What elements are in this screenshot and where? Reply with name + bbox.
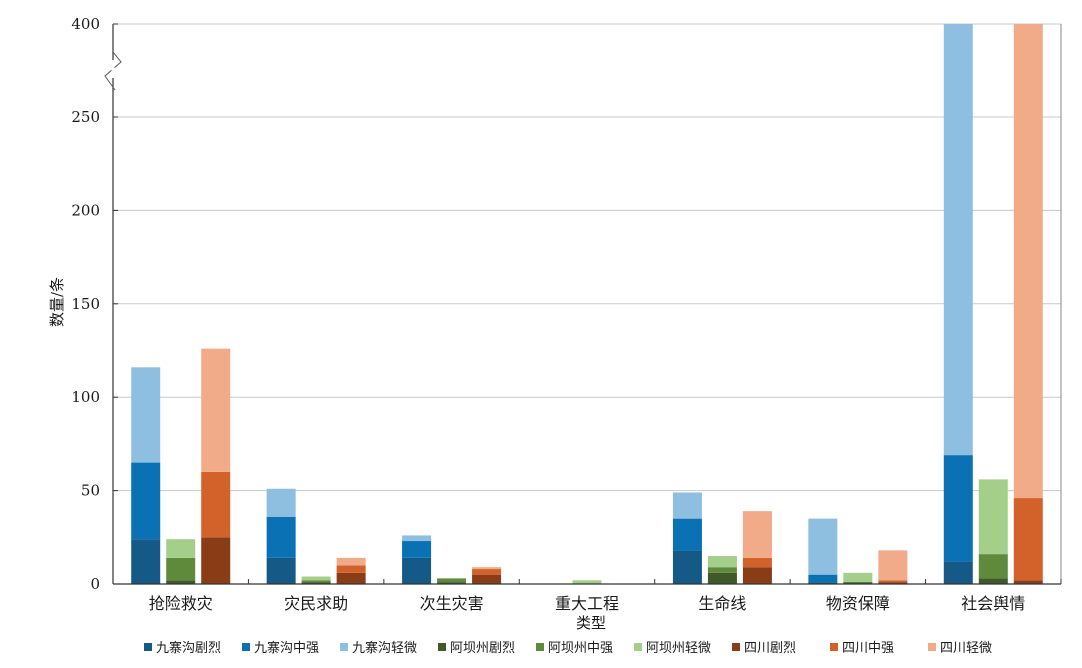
bar-segment xyxy=(943,561,973,584)
bar-segment xyxy=(843,572,873,583)
bar-segment xyxy=(266,488,296,517)
legend-swatch xyxy=(928,643,936,651)
x-category-labels: 抢险救灾 灾民求助 次生灾害 重大工程 生命线 物资保障 社会舆情 xyxy=(149,594,1026,613)
legend-swatch xyxy=(438,643,446,651)
bar-segment xyxy=(742,567,772,584)
legend-label: 九寨沟剧烈 xyxy=(156,640,221,656)
x-axis-title: 类型 xyxy=(576,614,606,632)
legend-label: 九寨沟轻微 xyxy=(352,640,417,656)
bar-segment xyxy=(978,554,1008,579)
y-tick-label: 250 xyxy=(71,108,100,126)
legend-swatch xyxy=(144,643,152,651)
x-category-label: 物资保障 xyxy=(826,594,890,613)
bar-segment xyxy=(336,565,366,573)
bar-segment xyxy=(402,557,432,584)
bar-segment xyxy=(672,550,702,584)
bar-segment xyxy=(878,550,908,581)
bar-segment xyxy=(336,572,366,584)
legend-label: 九寨沟中强 xyxy=(254,640,319,656)
bar-segment xyxy=(131,367,161,463)
bar-segment xyxy=(742,557,772,568)
bar-segment xyxy=(131,462,161,540)
y-tick-label: 50 xyxy=(81,482,100,500)
y-tick-labels: 0 50 100 150 200 250 400 xyxy=(71,15,118,593)
bar-segment xyxy=(131,539,161,584)
bar-segment xyxy=(978,578,1008,584)
bar-segment xyxy=(1013,24,1043,499)
legend-swatch xyxy=(242,643,250,651)
bar-segment xyxy=(437,582,467,584)
bar-segment xyxy=(878,580,908,583)
legend-label: 阿坝州中强 xyxy=(548,641,613,656)
bar-segment xyxy=(943,24,973,456)
legend-label: 四川中强 xyxy=(842,641,894,656)
legend: 九寨沟剧烈 九寨沟中强 九寨沟轻微 阿坝州剧烈 阿坝州中强 阿坝州轻微 四川剧烈 四川中强 四川… xyxy=(144,640,992,656)
x-category-label: 社会舆情 xyxy=(961,594,1025,613)
bar-segment xyxy=(878,582,908,584)
bars xyxy=(131,24,1043,584)
bar-segment xyxy=(978,479,1008,555)
bar-segment xyxy=(808,582,838,584)
legend-swatch xyxy=(340,643,348,651)
bar-segment xyxy=(943,455,973,562)
legend-swatch xyxy=(536,643,544,651)
bar-segment xyxy=(402,535,432,542)
y-tick-label: 200 xyxy=(71,201,100,219)
legend-label: 阿坝州剧烈 xyxy=(450,641,515,656)
gridlines xyxy=(113,23,1061,492)
legend-label: 阿坝州轻微 xyxy=(646,641,711,656)
bar-segment xyxy=(166,557,196,581)
bar-segment xyxy=(1013,580,1043,584)
bar-segment xyxy=(572,580,602,584)
y-tick-label: 400 xyxy=(71,15,100,33)
y-tick-label: 100 xyxy=(71,388,100,406)
axis-break-gap xyxy=(111,60,115,78)
bar-segment xyxy=(266,516,296,558)
bar-segment xyxy=(402,541,432,558)
bar-segment xyxy=(166,539,196,558)
bar-segment xyxy=(201,471,231,538)
bar-segment xyxy=(201,348,231,472)
x-category-label: 抢险救灾 xyxy=(149,594,213,613)
bar-segment xyxy=(201,537,231,584)
x-category-label: 重大工程 xyxy=(555,594,619,613)
bar-segment xyxy=(843,582,873,584)
bar-segment xyxy=(301,580,331,583)
bar-segment xyxy=(266,557,296,584)
legend-label: 四川轻微 xyxy=(940,641,992,656)
bar-segment xyxy=(672,518,702,551)
bar-segment xyxy=(672,492,702,519)
bar-segment xyxy=(336,557,366,566)
legend-swatch xyxy=(634,643,642,651)
bar-segment xyxy=(707,567,737,573)
bar-segment xyxy=(742,511,772,558)
bar-segment xyxy=(437,578,467,583)
bar-segment xyxy=(472,567,502,570)
bar-segment xyxy=(707,555,737,568)
bar-segment xyxy=(808,518,838,575)
legend-swatch xyxy=(830,643,838,651)
bar-segment xyxy=(808,574,838,583)
x-category-label: 生命线 xyxy=(698,594,746,613)
bar-segment xyxy=(472,569,502,575)
bar-segment xyxy=(301,576,331,581)
legend-label: 四川剧烈 xyxy=(744,641,796,656)
x-category-label: 灾民求助 xyxy=(284,594,348,613)
x-category-label: 次生灾害 xyxy=(420,594,484,613)
bar-segment xyxy=(301,582,331,584)
y-tick-label: 150 xyxy=(71,295,100,313)
y-tick-label: 0 xyxy=(90,575,100,593)
bar-segment xyxy=(166,580,196,584)
bar-segment xyxy=(1013,498,1043,581)
bar-segment xyxy=(472,574,502,584)
legend-swatch xyxy=(732,643,740,651)
bar-segment xyxy=(707,572,737,584)
y-axis-title: 数量/条 xyxy=(48,277,66,327)
